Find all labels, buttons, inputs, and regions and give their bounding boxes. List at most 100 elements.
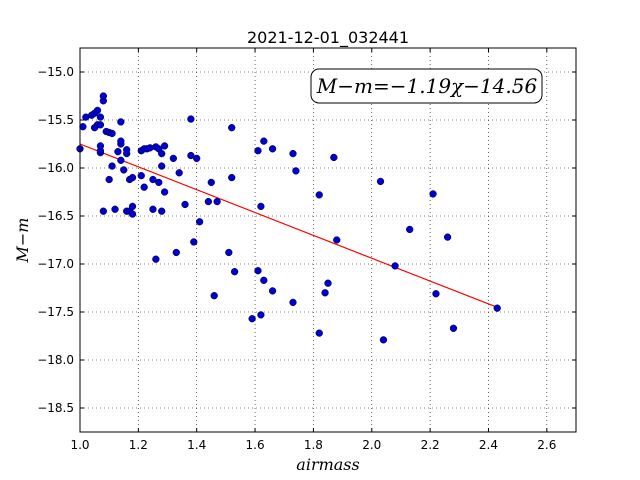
data-point xyxy=(128,202,137,211)
data-point xyxy=(117,156,125,164)
data-point xyxy=(493,304,501,312)
y-tick-label: −16.5 xyxy=(37,209,74,223)
data-point xyxy=(169,154,178,163)
data-point xyxy=(260,137,268,145)
data-point xyxy=(315,191,323,199)
data-point xyxy=(213,197,221,206)
data-point xyxy=(155,178,163,187)
data-point xyxy=(128,210,137,218)
data-point xyxy=(315,329,323,337)
data-point xyxy=(321,289,329,297)
annotation-box xyxy=(310,68,543,104)
fit-equation-box: M−m=−1.19χ−14.56 xyxy=(310,68,543,104)
data-point xyxy=(105,175,113,184)
data-point xyxy=(443,233,452,241)
fit-line-group xyxy=(79,143,498,308)
data-point xyxy=(108,129,116,138)
chart-title: 2021-12-01_032441 xyxy=(247,28,409,48)
data-point xyxy=(333,236,341,244)
data-point xyxy=(152,255,160,263)
data-point xyxy=(254,147,262,155)
data-point xyxy=(99,207,107,215)
data-point xyxy=(268,145,277,153)
data-point xyxy=(187,151,195,160)
data-point xyxy=(117,137,125,145)
data-point xyxy=(225,248,233,257)
data-point xyxy=(99,92,107,100)
data-point xyxy=(376,177,385,186)
data-point xyxy=(140,183,148,191)
data-point xyxy=(210,292,218,300)
y-tick-label: −15.0 xyxy=(37,65,74,79)
y-tick-label: −18.0 xyxy=(37,353,74,367)
data-point xyxy=(193,154,201,163)
data-point xyxy=(158,149,166,158)
y-tick-label: −16.0 xyxy=(37,161,74,175)
data-point xyxy=(406,225,414,234)
data-point xyxy=(160,142,169,150)
data-point xyxy=(93,106,102,115)
axis-ticks: 1.0 1.2 1.4 1.6 1.8 2.0 2.2 2.4 2.6 −15.0 −15.5 −16… xyxy=(37,48,576,452)
x-tick-label: 1.2 xyxy=(129,438,148,452)
data-point xyxy=(96,142,105,150)
data-point xyxy=(172,248,180,257)
data-point xyxy=(149,175,157,184)
data-point xyxy=(181,200,189,209)
data-point xyxy=(379,336,388,344)
data-point xyxy=(137,172,145,180)
x-tick-label: 1.0 xyxy=(70,438,89,452)
data-point xyxy=(268,287,277,295)
data-point xyxy=(391,262,399,270)
data-point xyxy=(230,268,239,276)
data-point xyxy=(158,162,166,170)
data-point xyxy=(96,121,105,129)
x-tick-label: 1.4 xyxy=(187,438,206,452)
data-point xyxy=(289,149,297,158)
data-point xyxy=(289,298,297,307)
data-point xyxy=(254,267,262,275)
data-point xyxy=(204,197,213,206)
data-point xyxy=(96,113,105,121)
data-point xyxy=(228,124,236,132)
plot-frame xyxy=(79,47,577,433)
y-tick-label: −17.5 xyxy=(37,305,74,319)
data-point xyxy=(158,207,166,215)
data-point xyxy=(228,173,236,182)
y-axis-label: M−m xyxy=(13,218,32,264)
data-point xyxy=(123,146,131,154)
data-point xyxy=(117,118,125,126)
data-point xyxy=(257,202,265,211)
x-tick-label: 2.6 xyxy=(537,438,556,452)
data-point xyxy=(330,153,338,162)
data-point xyxy=(292,167,300,175)
data-point xyxy=(432,290,440,298)
x-tick-label: 1.8 xyxy=(304,438,323,452)
data-point xyxy=(187,115,195,123)
data-point xyxy=(114,148,122,156)
x-tick-label: 2.0 xyxy=(362,438,381,452)
data-point xyxy=(111,205,119,213)
fit-equation-annotation: M−m=−1.19χ−14.56 xyxy=(316,74,538,98)
data-point xyxy=(248,315,256,323)
data-point xyxy=(128,173,137,182)
data-point xyxy=(160,188,169,196)
data-point xyxy=(175,169,183,177)
data-point xyxy=(260,276,268,284)
data-point xyxy=(79,123,87,131)
x-axis-label: airmass xyxy=(296,455,359,474)
data-point xyxy=(149,205,157,213)
data-point xyxy=(429,190,437,198)
fit-line xyxy=(79,143,498,308)
x-tick-label: 2.4 xyxy=(479,438,498,452)
data-point xyxy=(449,324,458,332)
y-tick-label: −18.5 xyxy=(37,401,74,415)
data-points xyxy=(76,92,501,344)
x-tick-label: 1.6 xyxy=(246,438,265,452)
y-tick-label: −15.5 xyxy=(37,113,74,127)
data-point xyxy=(257,311,265,319)
data-point xyxy=(108,162,116,170)
data-point xyxy=(324,279,332,287)
data-point xyxy=(195,218,204,226)
y-tick-label: −17.0 xyxy=(37,257,74,271)
